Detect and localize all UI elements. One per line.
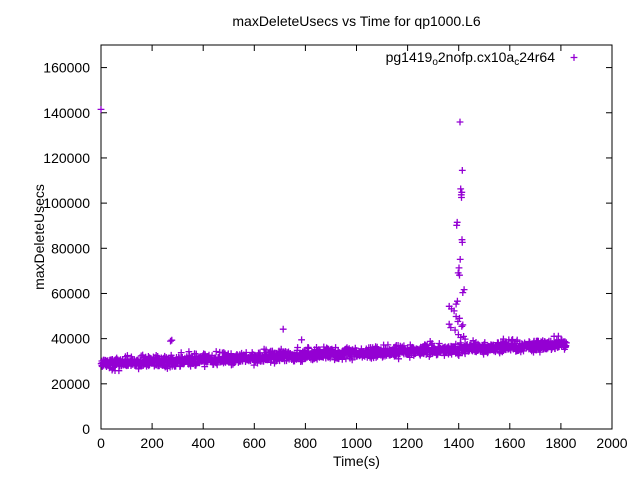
x-axis-ticks — [100, 45, 613, 429]
y-axis-title: maxDeleteUsecs — [31, 184, 47, 290]
chart-title: maxDeleteUsecs vs Time for qp1000.L6 — [232, 13, 481, 29]
x-tick-label: 0 — [97, 435, 105, 451]
x-tick-label: 400 — [192, 435, 216, 451]
legend: pg1419o2nofp.cx10ac24r64 — [386, 49, 555, 68]
y-axis-ticks — [101, 67, 612, 430]
legend-marker-plus-icon — [570, 54, 578, 61]
legend-label-text: 24r64 — [519, 49, 555, 65]
legend-series-label: pg1419o2nofp.cx10ac24r64 — [385, 49, 555, 68]
legend-label-subscript: o — [432, 57, 438, 68]
legend-label-subscript: c — [514, 57, 520, 68]
x-tick-label: 1600 — [494, 435, 525, 451]
x-tick-label: 1000 — [341, 435, 372, 451]
x-tick-label: 200 — [140, 435, 164, 451]
legend-label-text: 2nofp.cx10a — [437, 49, 515, 65]
y-axis-tick-labels: 0 20000 40000 60000 80000 100000 120000 140000 1… — [43, 60, 90, 437]
y-tick-label: 160000 — [43, 60, 90, 76]
y-tick-label: 140000 — [43, 105, 90, 121]
y-tick-label: 60000 — [51, 285, 90, 301]
y-tick-label: 80000 — [51, 240, 90, 256]
x-tick-label: 2000 — [596, 435, 627, 451]
x-axis-title: Time(s) — [333, 453, 380, 469]
x-tick-label: 1800 — [545, 435, 576, 451]
y-tick-label: 20000 — [51, 376, 90, 392]
x-tick-label: 600 — [243, 435, 267, 451]
x-axis-tick-labels: 0 200 400 600 800 1000 1200 1400 1600 1800 2000 — [97, 435, 628, 451]
y-tick-label: 100000 — [43, 195, 90, 211]
y-tick-label: 0 — [82, 421, 90, 437]
y-tick-label: 120000 — [43, 150, 90, 166]
x-tick-label: 1400 — [443, 435, 474, 451]
scatter-points — [97, 106, 570, 375]
x-tick-label: 1200 — [392, 435, 423, 451]
plot-border — [100, 44, 613, 430]
x-tick-label: 800 — [294, 435, 318, 451]
y-tick-label: 40000 — [51, 331, 90, 347]
legend-label-text: pg1419 — [385, 49, 433, 65]
